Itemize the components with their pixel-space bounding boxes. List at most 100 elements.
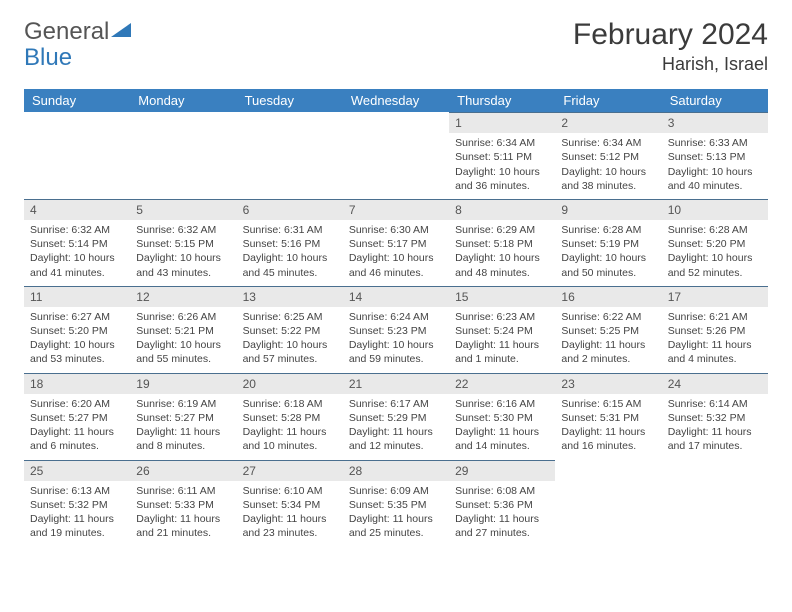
day-number: 21: [343, 373, 449, 394]
sunrise-text: Sunrise: 6:29 AM: [455, 223, 549, 237]
sunset-text: Sunset: 5:12 PM: [561, 150, 655, 164]
weekday-header: Sunday: [24, 89, 130, 112]
calendar-cell: 22Sunrise: 6:16 AMSunset: 5:30 PMDayligh…: [449, 373, 555, 460]
calendar-cell: [24, 112, 130, 199]
calendar-cell: 18Sunrise: 6:20 AMSunset: 5:27 PMDayligh…: [24, 373, 130, 460]
daylight-text: Daylight: 10 hours and 52 minutes.: [668, 251, 762, 279]
sunrise-text: Sunrise: 6:32 AM: [30, 223, 124, 237]
daylight-text: Daylight: 10 hours and 46 minutes.: [349, 251, 443, 279]
sunset-text: Sunset: 5:21 PM: [136, 324, 230, 338]
sunrise-text: Sunrise: 6:11 AM: [136, 484, 230, 498]
day-number: 2: [555, 112, 661, 133]
location: Harish, Israel: [573, 54, 768, 75]
day-number: 15: [449, 286, 555, 307]
daylight-text: Daylight: 11 hours and 21 minutes.: [136, 512, 230, 540]
weekday-header: Friday: [555, 89, 661, 112]
sunrise-text: Sunrise: 6:09 AM: [349, 484, 443, 498]
day-number: 13: [237, 286, 343, 307]
sunrise-text: Sunrise: 6:17 AM: [349, 397, 443, 411]
day-number: 17: [662, 286, 768, 307]
calendar-cell: 21Sunrise: 6:17 AMSunset: 5:29 PMDayligh…: [343, 373, 449, 460]
day-number: 6: [237, 199, 343, 220]
day-number: 4: [24, 199, 130, 220]
daylight-text: Daylight: 10 hours and 53 minutes.: [30, 338, 124, 366]
day-number: 23: [555, 373, 661, 394]
day-number: 16: [555, 286, 661, 307]
sunset-text: Sunset: 5:27 PM: [30, 411, 124, 425]
day-number: 5: [130, 199, 236, 220]
weekday-header: Saturday: [662, 89, 768, 112]
day-details: Sunrise: 6:18 AMSunset: 5:28 PMDaylight:…: [237, 394, 343, 460]
day-number: 9: [555, 199, 661, 220]
sunset-text: Sunset: 5:15 PM: [136, 237, 230, 251]
sunset-text: Sunset: 5:26 PM: [668, 324, 762, 338]
day-details: Sunrise: 6:11 AMSunset: 5:33 PMDaylight:…: [130, 481, 236, 547]
day-details: [555, 481, 661, 490]
sunset-text: Sunset: 5:30 PM: [455, 411, 549, 425]
day-details: Sunrise: 6:08 AMSunset: 5:36 PMDaylight:…: [449, 481, 555, 547]
daylight-text: Daylight: 10 hours and 59 minutes.: [349, 338, 443, 366]
day-details: [662, 481, 768, 490]
calendar-cell: [237, 112, 343, 199]
sunrise-text: Sunrise: 6:13 AM: [30, 484, 124, 498]
calendar-cell: 5Sunrise: 6:32 AMSunset: 5:15 PMDaylight…: [130, 199, 236, 286]
day-number: 29: [449, 460, 555, 481]
day-details: Sunrise: 6:16 AMSunset: 5:30 PMDaylight:…: [449, 394, 555, 460]
day-number: 20: [237, 373, 343, 394]
day-details: Sunrise: 6:34 AMSunset: 5:11 PMDaylight:…: [449, 133, 555, 199]
sunrise-text: Sunrise: 6:27 AM: [30, 310, 124, 324]
calendar-week-row: 18Sunrise: 6:20 AMSunset: 5:27 PMDayligh…: [24, 373, 768, 460]
day-details: [343, 133, 449, 142]
sunrise-text: Sunrise: 6:18 AM: [243, 397, 337, 411]
sunrise-text: Sunrise: 6:21 AM: [668, 310, 762, 324]
daylight-text: Daylight: 11 hours and 6 minutes.: [30, 425, 124, 453]
day-details: Sunrise: 6:33 AMSunset: 5:13 PMDaylight:…: [662, 133, 768, 199]
brand-logo: General: [24, 18, 133, 46]
sunrise-text: Sunrise: 6:15 AM: [561, 397, 655, 411]
day-number: 10: [662, 199, 768, 220]
sunrise-text: Sunrise: 6:34 AM: [561, 136, 655, 150]
calendar-cell: 20Sunrise: 6:18 AMSunset: 5:28 PMDayligh…: [237, 373, 343, 460]
calendar-cell: 12Sunrise: 6:26 AMSunset: 5:21 PMDayligh…: [130, 286, 236, 373]
sunset-text: Sunset: 5:34 PM: [243, 498, 337, 512]
sunrise-text: Sunrise: 6:26 AM: [136, 310, 230, 324]
day-details: Sunrise: 6:17 AMSunset: 5:29 PMDaylight:…: [343, 394, 449, 460]
sunset-text: Sunset: 5:11 PM: [455, 150, 549, 164]
sunset-text: Sunset: 5:36 PM: [455, 498, 549, 512]
calendar-cell: 7Sunrise: 6:30 AMSunset: 5:17 PMDaylight…: [343, 199, 449, 286]
daylight-text: Daylight: 10 hours and 41 minutes.: [30, 251, 124, 279]
sunrise-text: Sunrise: 6:28 AM: [668, 223, 762, 237]
day-details: Sunrise: 6:27 AMSunset: 5:20 PMDaylight:…: [24, 307, 130, 373]
sunset-text: Sunset: 5:20 PM: [30, 324, 124, 338]
daylight-text: Daylight: 10 hours and 36 minutes.: [455, 165, 549, 193]
sunset-text: Sunset: 5:13 PM: [668, 150, 762, 164]
day-number: 24: [662, 373, 768, 394]
calendar-cell: 27Sunrise: 6:10 AMSunset: 5:34 PMDayligh…: [237, 460, 343, 547]
brand-part1: General: [24, 18, 109, 46]
daylight-text: Daylight: 10 hours and 45 minutes.: [243, 251, 337, 279]
sunrise-text: Sunrise: 6:16 AM: [455, 397, 549, 411]
day-number: 19: [130, 373, 236, 394]
daylight-text: Daylight: 10 hours and 57 minutes.: [243, 338, 337, 366]
sunset-text: Sunset: 5:35 PM: [349, 498, 443, 512]
day-details: Sunrise: 6:31 AMSunset: 5:16 PMDaylight:…: [237, 220, 343, 286]
weekday-header: Wednesday: [343, 89, 449, 112]
calendar-cell: 2Sunrise: 6:34 AMSunset: 5:12 PMDaylight…: [555, 112, 661, 199]
day-number: 22: [449, 373, 555, 394]
day-details: Sunrise: 6:24 AMSunset: 5:23 PMDaylight:…: [343, 307, 449, 373]
day-details: Sunrise: 6:23 AMSunset: 5:24 PMDaylight:…: [449, 307, 555, 373]
sunset-text: Sunset: 5:23 PM: [349, 324, 443, 338]
day-number: 18: [24, 373, 130, 394]
daylight-text: Daylight: 11 hours and 19 minutes.: [30, 512, 124, 540]
daylight-text: Daylight: 11 hours and 16 minutes.: [561, 425, 655, 453]
sunset-text: Sunset: 5:19 PM: [561, 237, 655, 251]
day-number: 25: [24, 460, 130, 481]
day-details: Sunrise: 6:10 AMSunset: 5:34 PMDaylight:…: [237, 481, 343, 547]
day-details: Sunrise: 6:25 AMSunset: 5:22 PMDaylight:…: [237, 307, 343, 373]
sunrise-text: Sunrise: 6:34 AM: [455, 136, 549, 150]
calendar-cell: [662, 460, 768, 547]
calendar-cell: 9Sunrise: 6:28 AMSunset: 5:19 PMDaylight…: [555, 199, 661, 286]
brand-part2: Blue: [24, 44, 72, 72]
sunrise-text: Sunrise: 6:31 AM: [243, 223, 337, 237]
sunrise-text: Sunrise: 6:22 AM: [561, 310, 655, 324]
